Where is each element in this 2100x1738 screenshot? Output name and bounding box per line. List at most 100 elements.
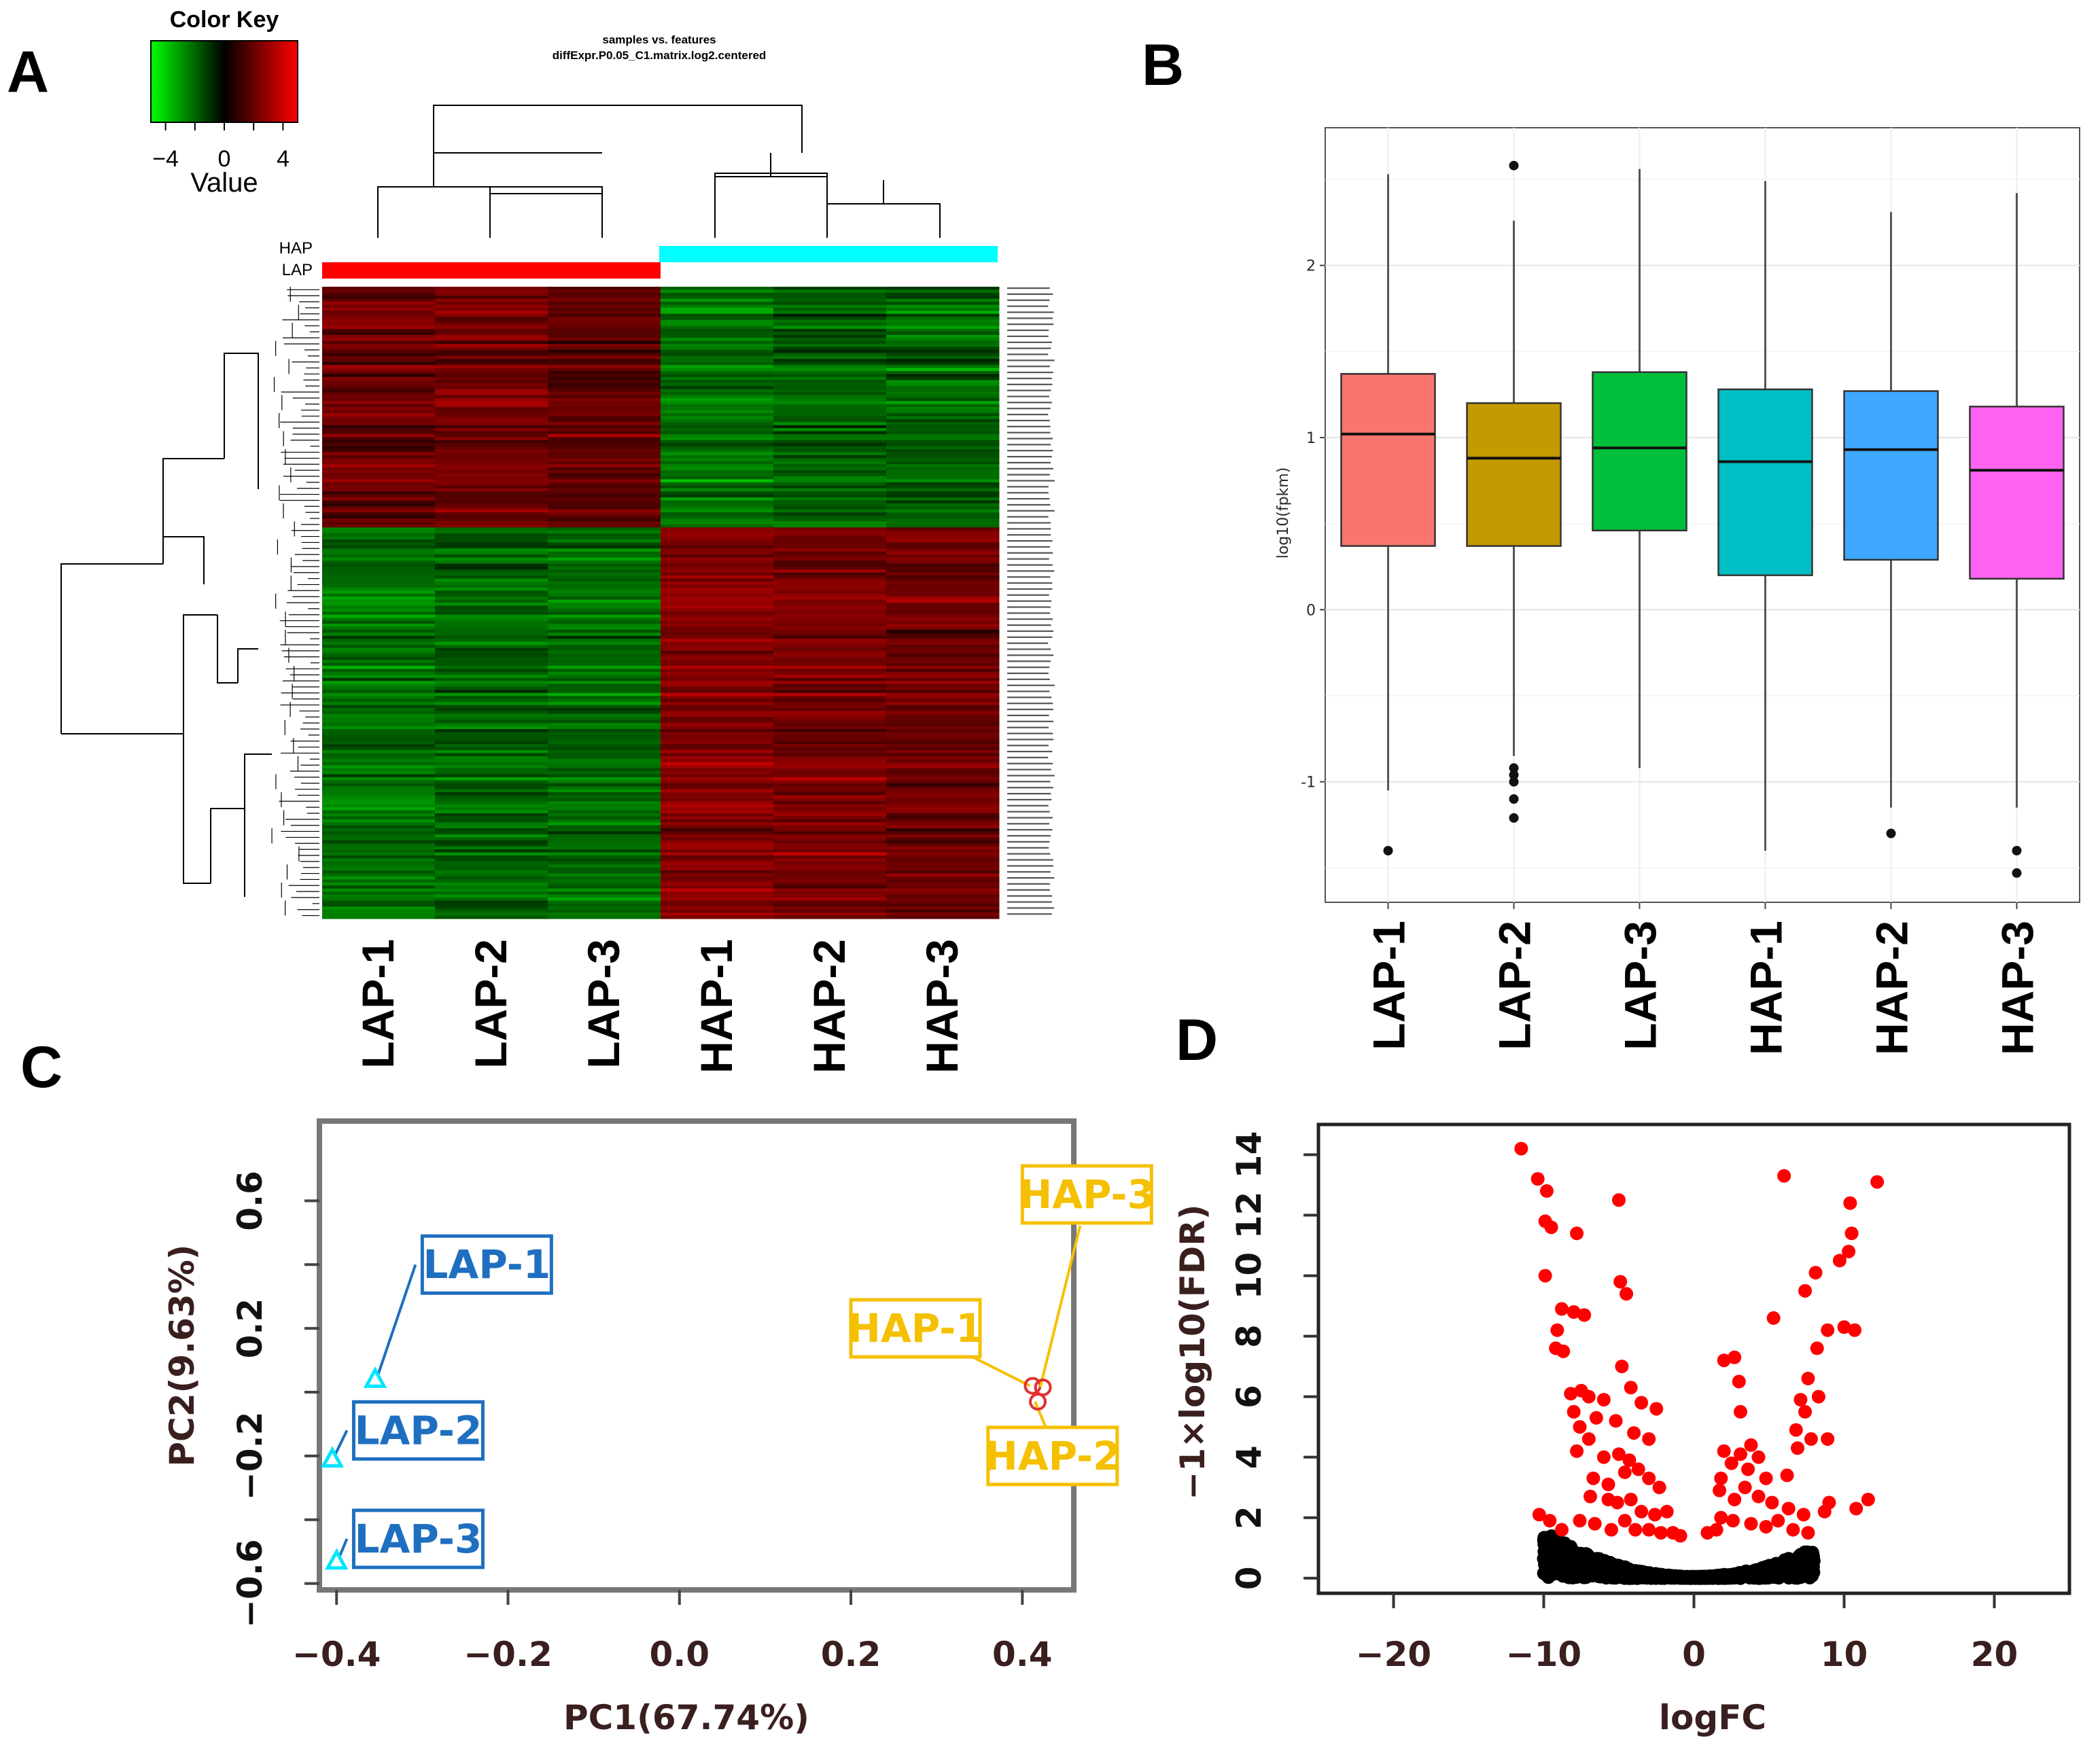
heatmap-cell <box>322 329 436 333</box>
heatmap-cell <box>548 350 661 354</box>
volcano-nonsignificant-points <box>1537 1529 1821 1585</box>
heatmap-cell <box>435 437 548 441</box>
row-label <box>1007 534 1051 536</box>
heatmap-cell <box>548 485 661 489</box>
heatmap-cell <box>886 783 1000 787</box>
heatmap-cell <box>548 449 661 453</box>
volcano-point-ns <box>1704 1570 1719 1584</box>
heatmap-cell <box>322 654 436 658</box>
heatmap-cell <box>773 452 887 456</box>
volcano-point-sig <box>1615 1360 1629 1374</box>
volcano-point-sig <box>1734 1447 1748 1461</box>
heatmap-cell <box>886 434 1000 438</box>
heatmap-cell <box>773 590 887 595</box>
heatmap-cell <box>661 488 774 492</box>
heatmap-cells <box>322 287 1000 919</box>
volcano-point-sig <box>1564 1387 1578 1401</box>
heatmap-cell <box>435 867 548 871</box>
heatmap-cell <box>548 344 661 348</box>
heatmap-cell <box>322 506 436 510</box>
heatmap-cell <box>886 690 1000 694</box>
heatmap-cell <box>661 473 774 477</box>
heatmap-cell <box>886 287 1000 291</box>
heatmap-cell <box>661 470 774 474</box>
heatmap-cell <box>322 334 436 338</box>
heatmap-cell <box>773 888 887 892</box>
heatmap-cell <box>322 527 436 531</box>
heatmap-cell <box>661 425 774 429</box>
heatmap-cell <box>661 671 774 675</box>
heatmap-cell <box>773 359 887 363</box>
heatmap-cell <box>661 361 774 366</box>
heatmap-cell <box>886 843 1000 847</box>
heatmap-cell <box>435 885 548 889</box>
heatmap-cell <box>548 329 661 333</box>
heatmap-cell <box>773 296 887 300</box>
heatmap-cell <box>886 603 1000 607</box>
heatmap-cell <box>435 359 548 363</box>
volcano-point-sig <box>1717 1353 1731 1368</box>
heatmap-cell <box>322 485 436 489</box>
heatmap-cell <box>322 846 436 850</box>
heatmap-cell <box>435 287 548 291</box>
heatmap-cell <box>435 608 548 612</box>
heatmap-cell <box>435 494 548 498</box>
heatmap-cell <box>773 608 887 612</box>
heatmap-cell <box>322 789 436 793</box>
heatmap-cell <box>886 536 1000 540</box>
heatmap-cell <box>886 551 1000 555</box>
heatmap-cell <box>661 762 774 766</box>
volcano-point-sig <box>1612 1193 1626 1207</box>
heatmap-cell <box>661 476 774 480</box>
heatmap-cell <box>661 506 774 510</box>
heatmap-cell <box>322 849 436 853</box>
heatmap-cell <box>322 603 436 607</box>
heatmap-cell <box>548 578 661 582</box>
heatmap-cell <box>661 765 774 769</box>
heatmap-cell <box>435 819 548 823</box>
heatmap-cell <box>886 395 1000 399</box>
row-label <box>1007 600 1052 602</box>
heatmap-cell <box>661 371 774 375</box>
heatmap-cell <box>322 376 436 380</box>
column-dendrogram <box>377 105 941 238</box>
heatmap-cell <box>322 819 436 823</box>
heatmap-title-2: diffExpr.P0.05_C1.matrix.log2.centered <box>553 49 767 62</box>
heatmap-cell <box>322 756 436 760</box>
heatmap-cell <box>773 713 887 717</box>
heatmap-cell <box>548 864 661 868</box>
heatmap-cell <box>548 855 661 859</box>
heatmap-cell <box>661 380 774 384</box>
heatmap-cell <box>548 768 661 772</box>
heatmap-cell <box>322 521 436 525</box>
heatmap-cell <box>322 843 436 847</box>
volcano-point-sig <box>1842 1244 1856 1258</box>
heatmap-cell <box>548 783 661 787</box>
row-label <box>1007 871 1051 873</box>
heatmap-cell <box>548 554 661 558</box>
heatmap-cell <box>322 909 436 913</box>
heatmap-cell <box>435 641 548 645</box>
volcano-point-sig <box>1714 1471 1728 1485</box>
heatmap-cell <box>548 383 661 387</box>
heatmap-cell <box>661 397 774 402</box>
boxplot-box <box>1592 371 1687 532</box>
heatmap-cell <box>886 885 1000 889</box>
heatmap-cell <box>548 509 661 513</box>
boxplot-outlier <box>1383 846 1393 855</box>
volcano-significant-points <box>1514 1141 1885 1543</box>
heatmap-cell <box>661 867 774 871</box>
heatmap-cell <box>661 641 774 645</box>
heatmap-cell <box>548 873 661 877</box>
heatmap-cell <box>661 831 774 835</box>
volcano-point-sig <box>1732 1375 1746 1389</box>
volcano-point-sig <box>1801 1525 1815 1540</box>
heatmap-cell <box>548 723 661 727</box>
heatmap-cell <box>886 762 1000 766</box>
heatmap-cell <box>886 359 1000 363</box>
heatmap-cell <box>886 879 1000 883</box>
row-label <box>1007 588 1053 590</box>
heatmap-cell <box>435 539 548 544</box>
heatmap-cell <box>886 798 1000 802</box>
heatmap-cell <box>773 389 887 393</box>
